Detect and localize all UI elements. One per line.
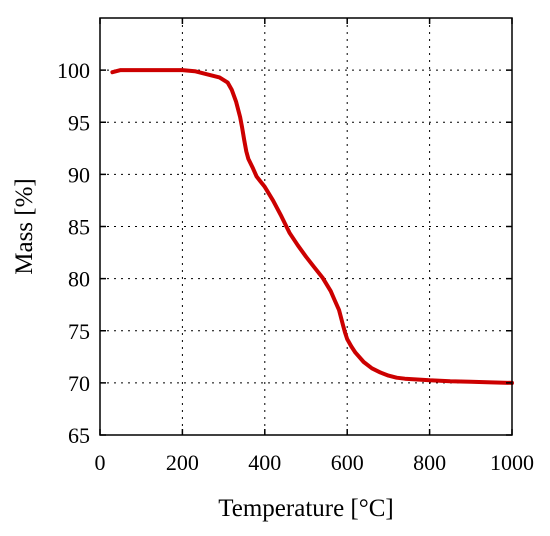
x-axis-title: Temperature [°C] [218, 495, 394, 522]
mass-curve [110, 68, 514, 385]
y-axis-title: Mass [%] [11, 178, 38, 275]
y-tick-label: 75 [68, 319, 90, 344]
x-tick-label: 600 [331, 450, 364, 475]
grid-lines [100, 18, 512, 435]
y-tick-label: 90 [68, 162, 90, 187]
axis-ticks: 0 200 400 600 800 1000 65 70 75 80 85 90 95 100 [57, 18, 534, 475]
x-tick-label: 800 [413, 450, 446, 475]
y-tick-label: 65 [68, 423, 90, 448]
x-tick-label: 1000 [490, 450, 534, 475]
y-tick-label: 100 [57, 58, 90, 83]
y-tick-label: 85 [68, 215, 90, 240]
y-tick-label: 80 [68, 267, 90, 292]
y-tick-label: 95 [68, 110, 90, 135]
x-tick-label: 400 [248, 450, 281, 475]
x-tick-label: 0 [95, 450, 106, 475]
x-tick-label: 200 [166, 450, 199, 475]
y-tick-label: 70 [68, 371, 90, 396]
